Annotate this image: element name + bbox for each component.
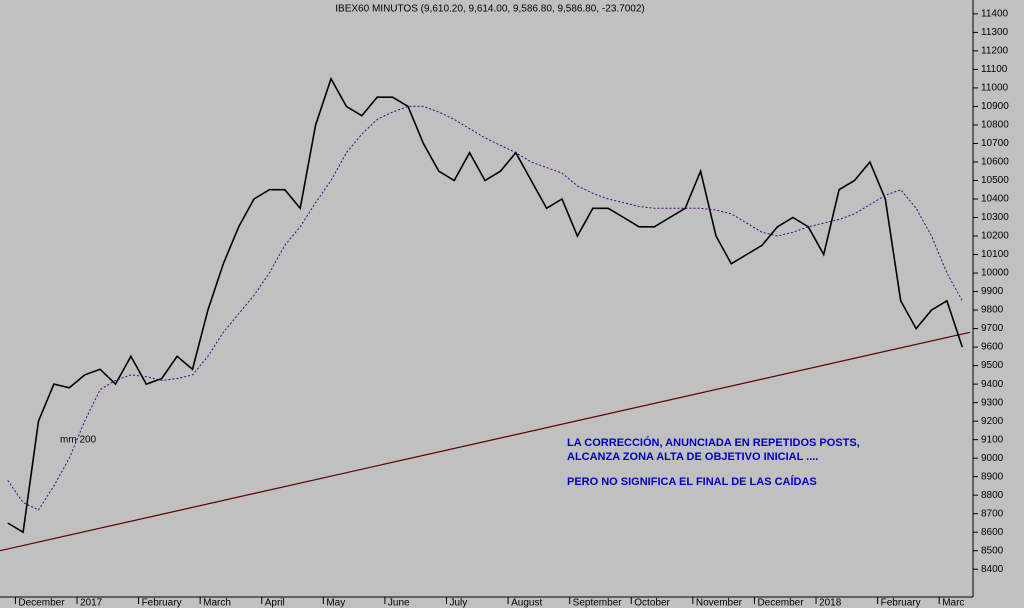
y-tick-label: 10600: [981, 157, 1009, 168]
y-tick-label: 11100: [981, 64, 1008, 75]
y-tick-label: 9700: [981, 323, 1004, 334]
y-tick-label: 9400: [981, 379, 1004, 390]
price-line: [7, 76, 964, 534]
x-tick-label: May: [326, 598, 345, 608]
y-tick-label: 8500: [981, 545, 1004, 556]
y-tick-label: 9600: [981, 342, 1004, 353]
y-tick-label: 9200: [981, 416, 1004, 427]
y-tick-label: 11400: [981, 9, 1009, 20]
y-tick-label: 8900: [981, 471, 1004, 482]
x-tick-label: 2017: [80, 598, 103, 608]
y-tick-label: 11300: [981, 27, 1009, 38]
y-tick-label: 10300: [981, 212, 1009, 223]
y-tick-label: 10000: [981, 268, 1009, 279]
x-tick-label: February: [881, 598, 921, 608]
y-tick-label: 10800: [981, 120, 1009, 131]
y-tick-label: 10500: [981, 175, 1009, 186]
x-tick-label: September: [573, 598, 623, 608]
y-tick-label: 8800: [981, 490, 1004, 501]
y-tick-label: 9300: [981, 397, 1004, 408]
trendline: [0, 331, 971, 552]
y-tick-label: 10700: [981, 138, 1009, 149]
y-tick-label: 9900: [981, 286, 1004, 297]
x-tick-label: June: [388, 598, 410, 608]
x-tick-label: 2018: [819, 598, 842, 608]
chart-title: IBEX60 MINUTOS (9,610.20, 9,614.00, 9,58…: [335, 4, 644, 15]
series-label: mm 200: [60, 435, 97, 446]
y-tick-label: 10200: [981, 231, 1009, 242]
x-tick-label: October: [634, 598, 670, 608]
x-tick-label: December: [18, 598, 65, 608]
x-tick-label: July: [450, 598, 468, 608]
y-tick-label: 9100: [981, 434, 1004, 445]
y-tick-label: 9800: [981, 305, 1004, 316]
y-tick-label: 8400: [981, 564, 1004, 575]
y-tick-label: 11200: [981, 46, 1009, 57]
annotation: PERO NO SIGNIFICA EL FINAL DE LAS CAÍDAS: [567, 475, 817, 488]
y-tick-label: 11000: [981, 83, 1009, 94]
annotation: LA CORRECCIÓN, ANUNCIADA EN REPETIDOS PO…: [567, 436, 860, 449]
x-tick-label: November: [696, 598, 743, 608]
annotation: ALCANZA ZONA ALTA DE OBJETIVO INICIAL ..…: [567, 451, 818, 463]
moving-average: [7, 105, 963, 511]
y-tick-label: 8700: [981, 508, 1004, 519]
x-tick-label: April: [265, 598, 285, 608]
x-tick-label: August: [511, 598, 542, 608]
x-tick-label: December: [757, 598, 804, 608]
x-tick-label: Marc: [942, 598, 964, 608]
y-tick-label: 9000: [981, 453, 1004, 464]
y-tick-label: 10900: [981, 101, 1009, 112]
y-tick-label: 10100: [981, 249, 1009, 260]
y-tick-label: 9500: [981, 360, 1004, 371]
y-tick-label: 8600: [981, 527, 1004, 538]
x-tick-label: March: [203, 598, 231, 608]
x-tick-label: February: [142, 598, 182, 608]
y-tick-label: 10400: [981, 194, 1009, 205]
